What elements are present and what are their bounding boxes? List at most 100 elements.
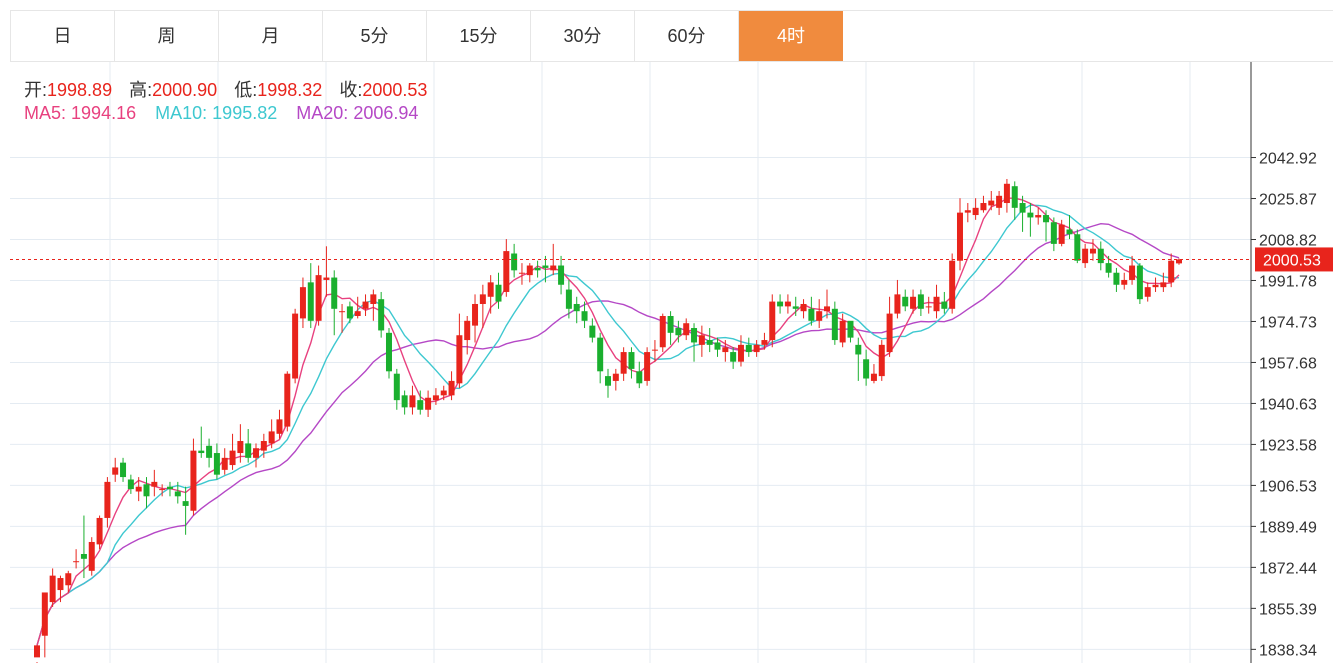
candle-body: [253, 448, 260, 458]
candle-body: [683, 323, 690, 336]
candle-body: [127, 479, 134, 490]
candle-body: [1176, 259, 1182, 264]
open-label: 开:: [24, 80, 48, 100]
y-tick-label: 1838.34: [1259, 642, 1317, 659]
candle-body: [166, 486, 173, 490]
high-value: 2000.90: [152, 80, 218, 100]
y-tick-label: 1957.68: [1259, 355, 1317, 372]
candle-body: [558, 265, 565, 285]
ma20-label: MA20:: [296, 103, 349, 123]
y-tick-label: 2042.92: [1259, 151, 1317, 168]
candle-body: [769, 301, 776, 341]
candle-body: [589, 325, 596, 338]
candle-body: [745, 344, 752, 353]
tab-day[interactable]: 日: [11, 11, 115, 61]
y-tick-label: 1991.78: [1259, 273, 1317, 290]
ma10-line: [36, 204, 1180, 646]
candle-body: [299, 287, 306, 319]
candle-body: [57, 578, 64, 591]
last-price-label: 2000.53: [1263, 252, 1321, 269]
tab-month[interactable]: 月: [219, 11, 323, 61]
candle-body: [534, 267, 541, 271]
candle-body: [1121, 279, 1128, 285]
candle-body: [1050, 222, 1057, 244]
candle-body: [292, 313, 299, 379]
candle-body: [636, 371, 643, 384]
y-tick-label: 1855.39: [1259, 601, 1317, 618]
candle-body: [49, 575, 56, 603]
candle-body: [401, 395, 408, 408]
candle-body: [206, 445, 213, 458]
candle-body: [1074, 234, 1081, 261]
candle-body: [824, 306, 831, 312]
candle-body: [894, 294, 901, 314]
candle-body: [385, 332, 392, 372]
candle-body: [346, 306, 353, 319]
candlestick-chart: 2042.92 2025.87 2008.82 1991.78 1974.73 1957.…: [10, 62, 1333, 665]
candle-body: [503, 251, 510, 292]
candle-body: [354, 311, 361, 317]
low-value: 1998.32: [257, 80, 323, 100]
candle-body: [597, 337, 604, 372]
candle-body: [1097, 248, 1104, 264]
y-tick-label: 1940.63: [1259, 396, 1317, 413]
candle-body: [104, 481, 111, 518]
candle-body: [1129, 265, 1136, 280]
tab-15min[interactable]: 15分: [427, 11, 531, 61]
ma10-value: 1995.82: [212, 103, 278, 123]
candle-body: [784, 301, 791, 307]
candle-body: [839, 320, 846, 343]
candle-body: [331, 277, 338, 309]
close-label: 收:: [339, 80, 363, 100]
candle-body: [1019, 203, 1026, 213]
y-tick-label: 2025.87: [1259, 192, 1317, 209]
candle-body: [495, 284, 502, 302]
candle-body: [370, 294, 377, 304]
candle-body: [691, 328, 698, 343]
candle-body: [972, 207, 979, 216]
open-value: 1998.89: [47, 80, 113, 100]
candle-body: [229, 450, 236, 466]
candle-body: [88, 541, 95, 571]
candle-body: [425, 397, 432, 410]
candle-body: [800, 303, 807, 312]
tab-5min[interactable]: 5分: [323, 11, 427, 61]
candle-body: [323, 277, 330, 280]
grid-lines: [10, 62, 1251, 663]
candle-body: [988, 200, 995, 206]
candle-body: [620, 352, 627, 374]
candle-body: [41, 592, 48, 636]
candle-body: [816, 311, 823, 321]
candle-body: [996, 195, 1003, 208]
ma5-line: [36, 197, 1180, 646]
candle-body: [472, 303, 479, 326]
candle-body: [96, 517, 103, 545]
candle-body: [1144, 287, 1151, 297]
candle-body: [847, 320, 854, 338]
candle-body: [675, 328, 682, 336]
tab-60min[interactable]: 60分: [635, 11, 739, 61]
candle-body: [1168, 260, 1175, 283]
candle-body: [667, 316, 674, 333]
candle-body: [440, 390, 447, 396]
candle-body: [174, 491, 181, 497]
tab-30min[interactable]: 30分: [531, 11, 635, 61]
candle-body: [448, 380, 455, 396]
candles: [34, 178, 1182, 665]
candle-body: [315, 275, 322, 321]
candle-body: [409, 395, 416, 408]
candle-body: [550, 265, 557, 271]
candle-body: [65, 573, 72, 586]
candle-body: [542, 265, 549, 268]
candle-body: [902, 296, 909, 307]
tab-week[interactable]: 周: [115, 11, 219, 61]
tab-4hour[interactable]: 4时: [739, 11, 843, 61]
candle-body: [792, 306, 799, 309]
candle-body: [112, 467, 119, 475]
candle-body: [120, 462, 127, 478]
y-tick-label: 1872.44: [1259, 560, 1317, 577]
ma5-line-group: [36, 197, 1180, 646]
candle-body: [182, 501, 189, 506]
candle-body: [831, 308, 838, 341]
candle-body: [933, 296, 940, 312]
